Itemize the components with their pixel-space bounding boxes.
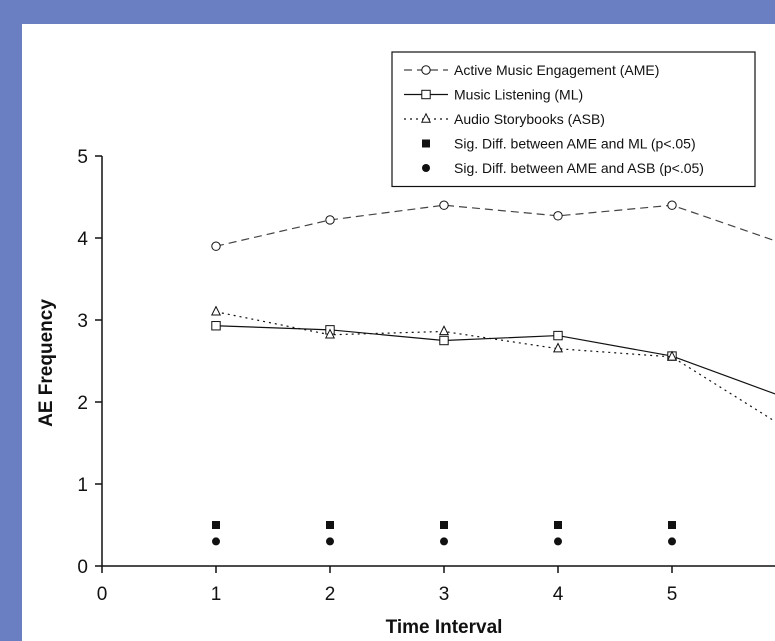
sig-0-marker-3: [554, 521, 562, 529]
sig-1-marker-1: [326, 537, 334, 546]
legend-label-2: Audio Storybooks (ASB): [454, 111, 605, 127]
legend-swatch-marker-1: [421, 89, 431, 100]
series-1-point-0: [211, 321, 221, 331]
x-tick-label-2: 2: [325, 584, 336, 605]
y-tick-label-5: 5: [77, 147, 88, 168]
series-1: [211, 321, 775, 395]
sig-1-marker-2: [440, 537, 448, 546]
series-0-point-4: [667, 200, 677, 210]
x-tick-label-1: 1: [211, 584, 222, 605]
series-2-point-1: [324, 328, 336, 339]
legend-swatch-marker-2: [420, 112, 432, 123]
sig-0-marker-2: [440, 521, 448, 529]
legend-box: [391, 51, 756, 188]
legend: Active Music Engagement (AME) Music Liste…: [391, 51, 756, 188]
series-1-point-2: [439, 335, 449, 346]
series-2-line: [215, 311, 775, 423]
series-layer: [210, 200, 775, 423]
legend-entry-3: Sig. Diff. between AME and ML (p<.05): [422, 136, 696, 152]
sig-1-marker-0: [212, 537, 220, 546]
series-0: [211, 200, 775, 251]
legend-entry-2: Audio Storybooks (ASB): [404, 111, 605, 127]
legend-label-0: Active Music Engagement (AME): [454, 62, 659, 78]
legend-entry-4: Sig. Diff. between AME and ASB (p<.05): [422, 160, 704, 176]
legend-entry-1: Music Listening (ML): [404, 87, 583, 103]
x-axis-title: Time Interval: [386, 617, 503, 638]
series-1-line: [215, 325, 775, 395]
x-tick-label-3: 3: [439, 584, 450, 605]
y-axis-title: AE Frequency: [36, 299, 57, 427]
series-2-point-0: [210, 305, 222, 316]
sig-1-marker-4: [668, 537, 676, 546]
sig-1-marker-3: [554, 537, 562, 546]
sig-0-marker-0: [212, 521, 220, 529]
legend-swatch-marker-3: [422, 139, 430, 148]
series-0-line: [215, 204, 775, 247]
series-0-point-2: [439, 200, 449, 210]
legend-label-1: Music Listening (ML): [454, 87, 583, 103]
x-tick-label-4: 4: [553, 584, 564, 605]
sig-0-marker-1: [326, 521, 334, 529]
significance-markers: [212, 521, 676, 546]
legend-swatch-marker-0: [421, 65, 431, 75]
legend-swatch-marker-4: [422, 164, 430, 172]
series-1-point-3: [553, 330, 563, 341]
y-tick-label-2: 2: [77, 393, 88, 414]
y-tick-label-0: 0: [77, 557, 88, 578]
y-tick-label-3: 3: [77, 311, 88, 332]
series-0-point-3: [553, 211, 563, 221]
series-2: [210, 305, 775, 423]
series-2-point-3: [552, 342, 564, 353]
axes: 0 1 2 3 4 5 0 1 2 3 4 5: [77, 147, 775, 605]
series-0-point-0: [211, 241, 221, 251]
x-tick-label-0: 0: [97, 584, 108, 605]
sig-0-marker-4: [668, 521, 676, 529]
x-tick-label-5: 5: [667, 584, 678, 605]
series-0-point-1: [325, 215, 335, 225]
series-2-point-4: [666, 350, 678, 361]
legend-label-4: Sig. Diff. between AME and ASB (p<.05): [454, 160, 704, 176]
y-tick-label-1: 1: [77, 475, 88, 496]
series-2-point-2: [438, 325, 450, 336]
legend-entry-0: Active Music Engagement (AME): [404, 62, 659, 78]
y-tick-label-4: 4: [77, 229, 88, 250]
legend-label-3: Sig. Diff. between AME and ML (p<.05): [454, 136, 696, 152]
